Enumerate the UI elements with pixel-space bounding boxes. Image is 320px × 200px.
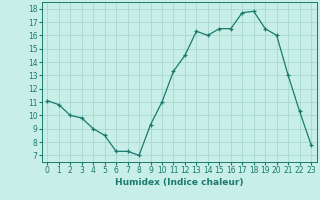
- X-axis label: Humidex (Indice chaleur): Humidex (Indice chaleur): [115, 178, 244, 187]
